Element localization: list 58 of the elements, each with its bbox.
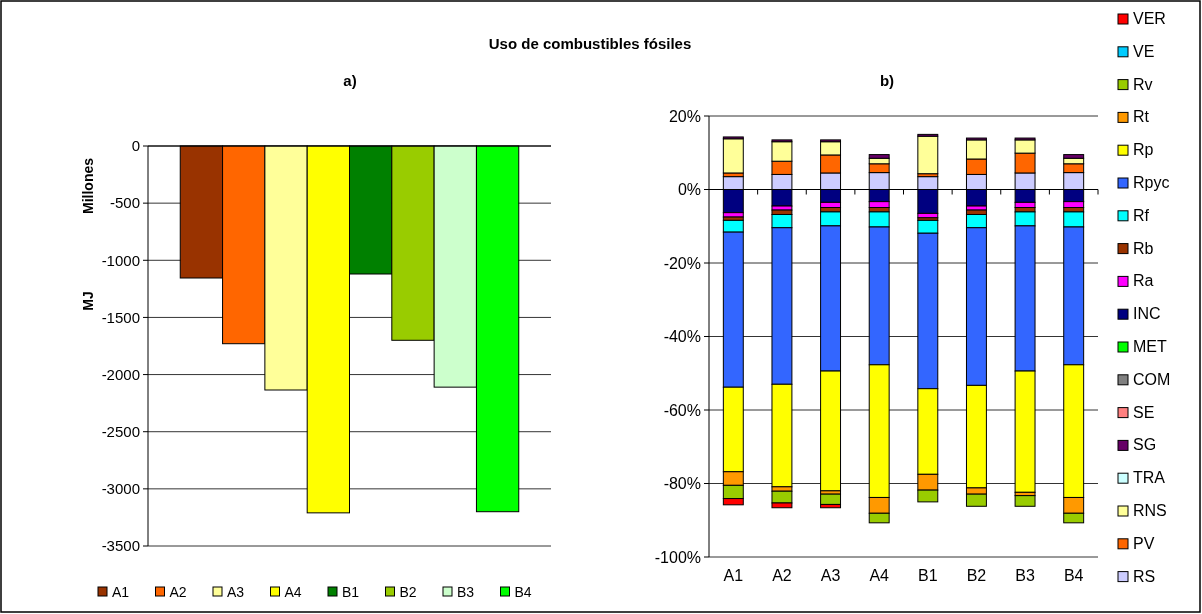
x-tick-label: A4	[869, 567, 890, 584]
legend-label: A2	[169, 584, 187, 600]
bar	[917, 135, 939, 175]
y-tick-label: -500	[109, 194, 140, 212]
x-tick-label: A1	[723, 567, 744, 584]
x-tick-label: B2	[966, 567, 987, 584]
legend-label: B3	[457, 584, 475, 600]
legend-label: RS	[1133, 567, 1156, 585]
legend-label: A3	[227, 584, 245, 600]
y-tick-label: -80%	[663, 475, 701, 493]
y-tick-label: 0%	[677, 181, 701, 199]
legend-label: MET	[1133, 338, 1167, 355]
x-tick-label: B3	[1015, 567, 1035, 584]
x-tick-label: A3	[820, 567, 841, 584]
text: Millones	[80, 157, 96, 215]
legend-label: VER	[1133, 10, 1166, 27]
y-tick-label: -60%	[663, 401, 701, 419]
x-tick-label: A2	[772, 567, 792, 584]
legend-label: Rpyc	[1133, 174, 1170, 191]
legend-label: SE	[1133, 403, 1155, 421]
y-tick-label: -3000	[101, 480, 140, 498]
legend-label: RNS	[1133, 502, 1167, 519]
y-tick-label: -1500	[101, 308, 140, 326]
text: Uso de combustibles fósiles	[488, 35, 692, 52]
legend-label: Rp	[1133, 141, 1154, 159]
y-tick-label: -20%	[663, 254, 701, 272]
legend-label: B2	[399, 584, 417, 600]
legend-label: Ra	[1133, 272, 1154, 290]
y-tick-label: -100%	[654, 548, 701, 566]
x-tick-label: B1	[918, 567, 938, 584]
y-tick-label: -2500	[101, 422, 140, 440]
y-tick-label: -1000	[101, 251, 140, 269]
chart-title: b)	[879, 72, 895, 89]
legend-label: Rf	[1133, 206, 1150, 224]
y-tick-label: 20%	[668, 107, 701, 125]
legend-label: B1	[342, 584, 360, 600]
y-tick-label: 0	[131, 137, 140, 155]
bar	[722, 138, 744, 174]
y-tick-label: -2000	[101, 365, 140, 383]
legend-label: TRA	[1133, 469, 1166, 487]
legend-label: INC	[1133, 305, 1161, 323]
legend-label: Rb	[1133, 239, 1154, 257]
x-tick-label: B4	[1063, 567, 1084, 584]
y-axis-title: MJ	[80, 291, 96, 311]
legend-label: PV	[1133, 534, 1155, 552]
y-tick-label: -40%	[663, 328, 701, 346]
legend-label: Rt	[1133, 108, 1150, 126]
chart-subtitle: a)	[343, 72, 357, 89]
y-tick-label: -3500	[101, 537, 140, 555]
legend-label: A4	[284, 584, 302, 600]
legend-label: SG	[1133, 436, 1157, 454]
legend-label: COM	[1133, 370, 1171, 388]
legend-label: VE	[1133, 42, 1155, 60]
legend-label: Rv	[1133, 75, 1153, 93]
bar	[771, 490, 793, 504]
bar	[1014, 495, 1036, 507]
legend-label: B4	[514, 584, 532, 600]
legend-label: A1	[112, 584, 130, 600]
